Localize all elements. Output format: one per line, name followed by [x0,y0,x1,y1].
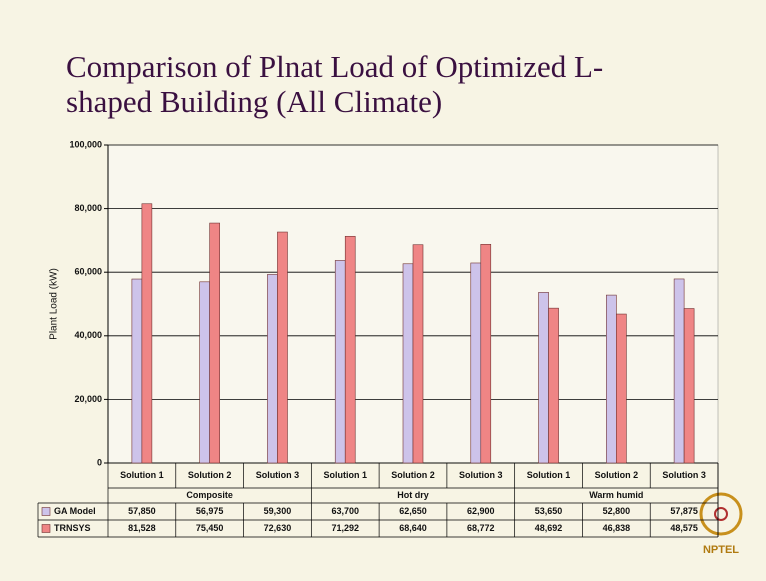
bar [480,244,492,464]
table-value: 81,528 [128,523,156,533]
group-label: Composite [186,490,233,500]
table-value: 62,900 [467,506,495,516]
bar [538,292,549,464]
table-value: 75,450 [196,523,224,533]
table-value: 68,640 [399,523,427,533]
x-tick-label: Solution 3 [459,470,503,480]
legend-swatch [41,524,51,533]
bar [606,294,617,464]
bar [267,274,278,464]
table-value: 68,772 [467,523,495,533]
y-tick-label: 0 [97,457,102,467]
legend-label: TRNSYS [54,523,91,533]
table-value: 57,875 [670,506,698,516]
chart-title-line: Comparison of Plnat Load of Optimized L- [66,49,603,84]
bar [141,203,153,464]
table-value: 53,650 [535,506,563,516]
x-tick-label: Solution 1 [120,470,164,480]
logo-hub [714,507,728,521]
table-value: 48,575 [670,523,698,533]
group-label: Warm humid [589,490,643,500]
table-value: 52,800 [603,506,631,516]
x-tick-label: Solution 3 [662,470,706,480]
bar [199,281,210,464]
table-value: 48,692 [535,523,563,533]
bar [470,262,482,464]
bar [131,278,143,464]
logo-wheel [699,492,743,536]
group-label: Hot dry [397,490,429,500]
bar [334,260,346,464]
table-value: 72,630 [264,523,292,533]
y-tick-label: 60,000 [74,267,102,277]
table-value: 62,650 [399,506,427,516]
table-value: 56,975 [196,506,224,516]
x-tick-label: Solution 2 [188,470,232,480]
logo-text: NPTEL [703,544,739,556]
table-value: 63,700 [331,506,359,516]
chart-title-line: shaped Building (All Climate) [66,84,442,119]
bar [673,278,685,464]
table-value: 59,300 [264,506,292,516]
x-tick-label: Solution 1 [323,470,367,480]
bar [209,222,220,464]
y-axis-label: Plant Load (kW) [49,268,60,340]
y-tick-label: 100,000 [69,139,102,149]
legend-label: GA Model [54,506,96,516]
y-tick-label: 20,000 [74,394,102,404]
bar [402,263,414,464]
legend-swatch [41,507,51,516]
bar [344,235,356,464]
x-tick-label: Solution 1 [527,470,571,480]
y-tick-label: 40,000 [74,330,102,340]
table-value: 71,292 [331,523,359,533]
logo: NPTEL [699,492,743,556]
x-tick-label: Solution 3 [256,470,300,480]
bar [683,308,695,464]
x-tick-label: Solution 2 [391,470,435,480]
y-tick-label: 80,000 [74,203,102,213]
table-value: 46,838 [603,523,631,533]
bar [277,231,288,464]
x-tick-label: Solution 2 [595,470,639,480]
table-value: 57,850 [128,506,156,516]
bar [616,313,627,464]
bar [412,244,424,464]
bar [548,307,559,464]
